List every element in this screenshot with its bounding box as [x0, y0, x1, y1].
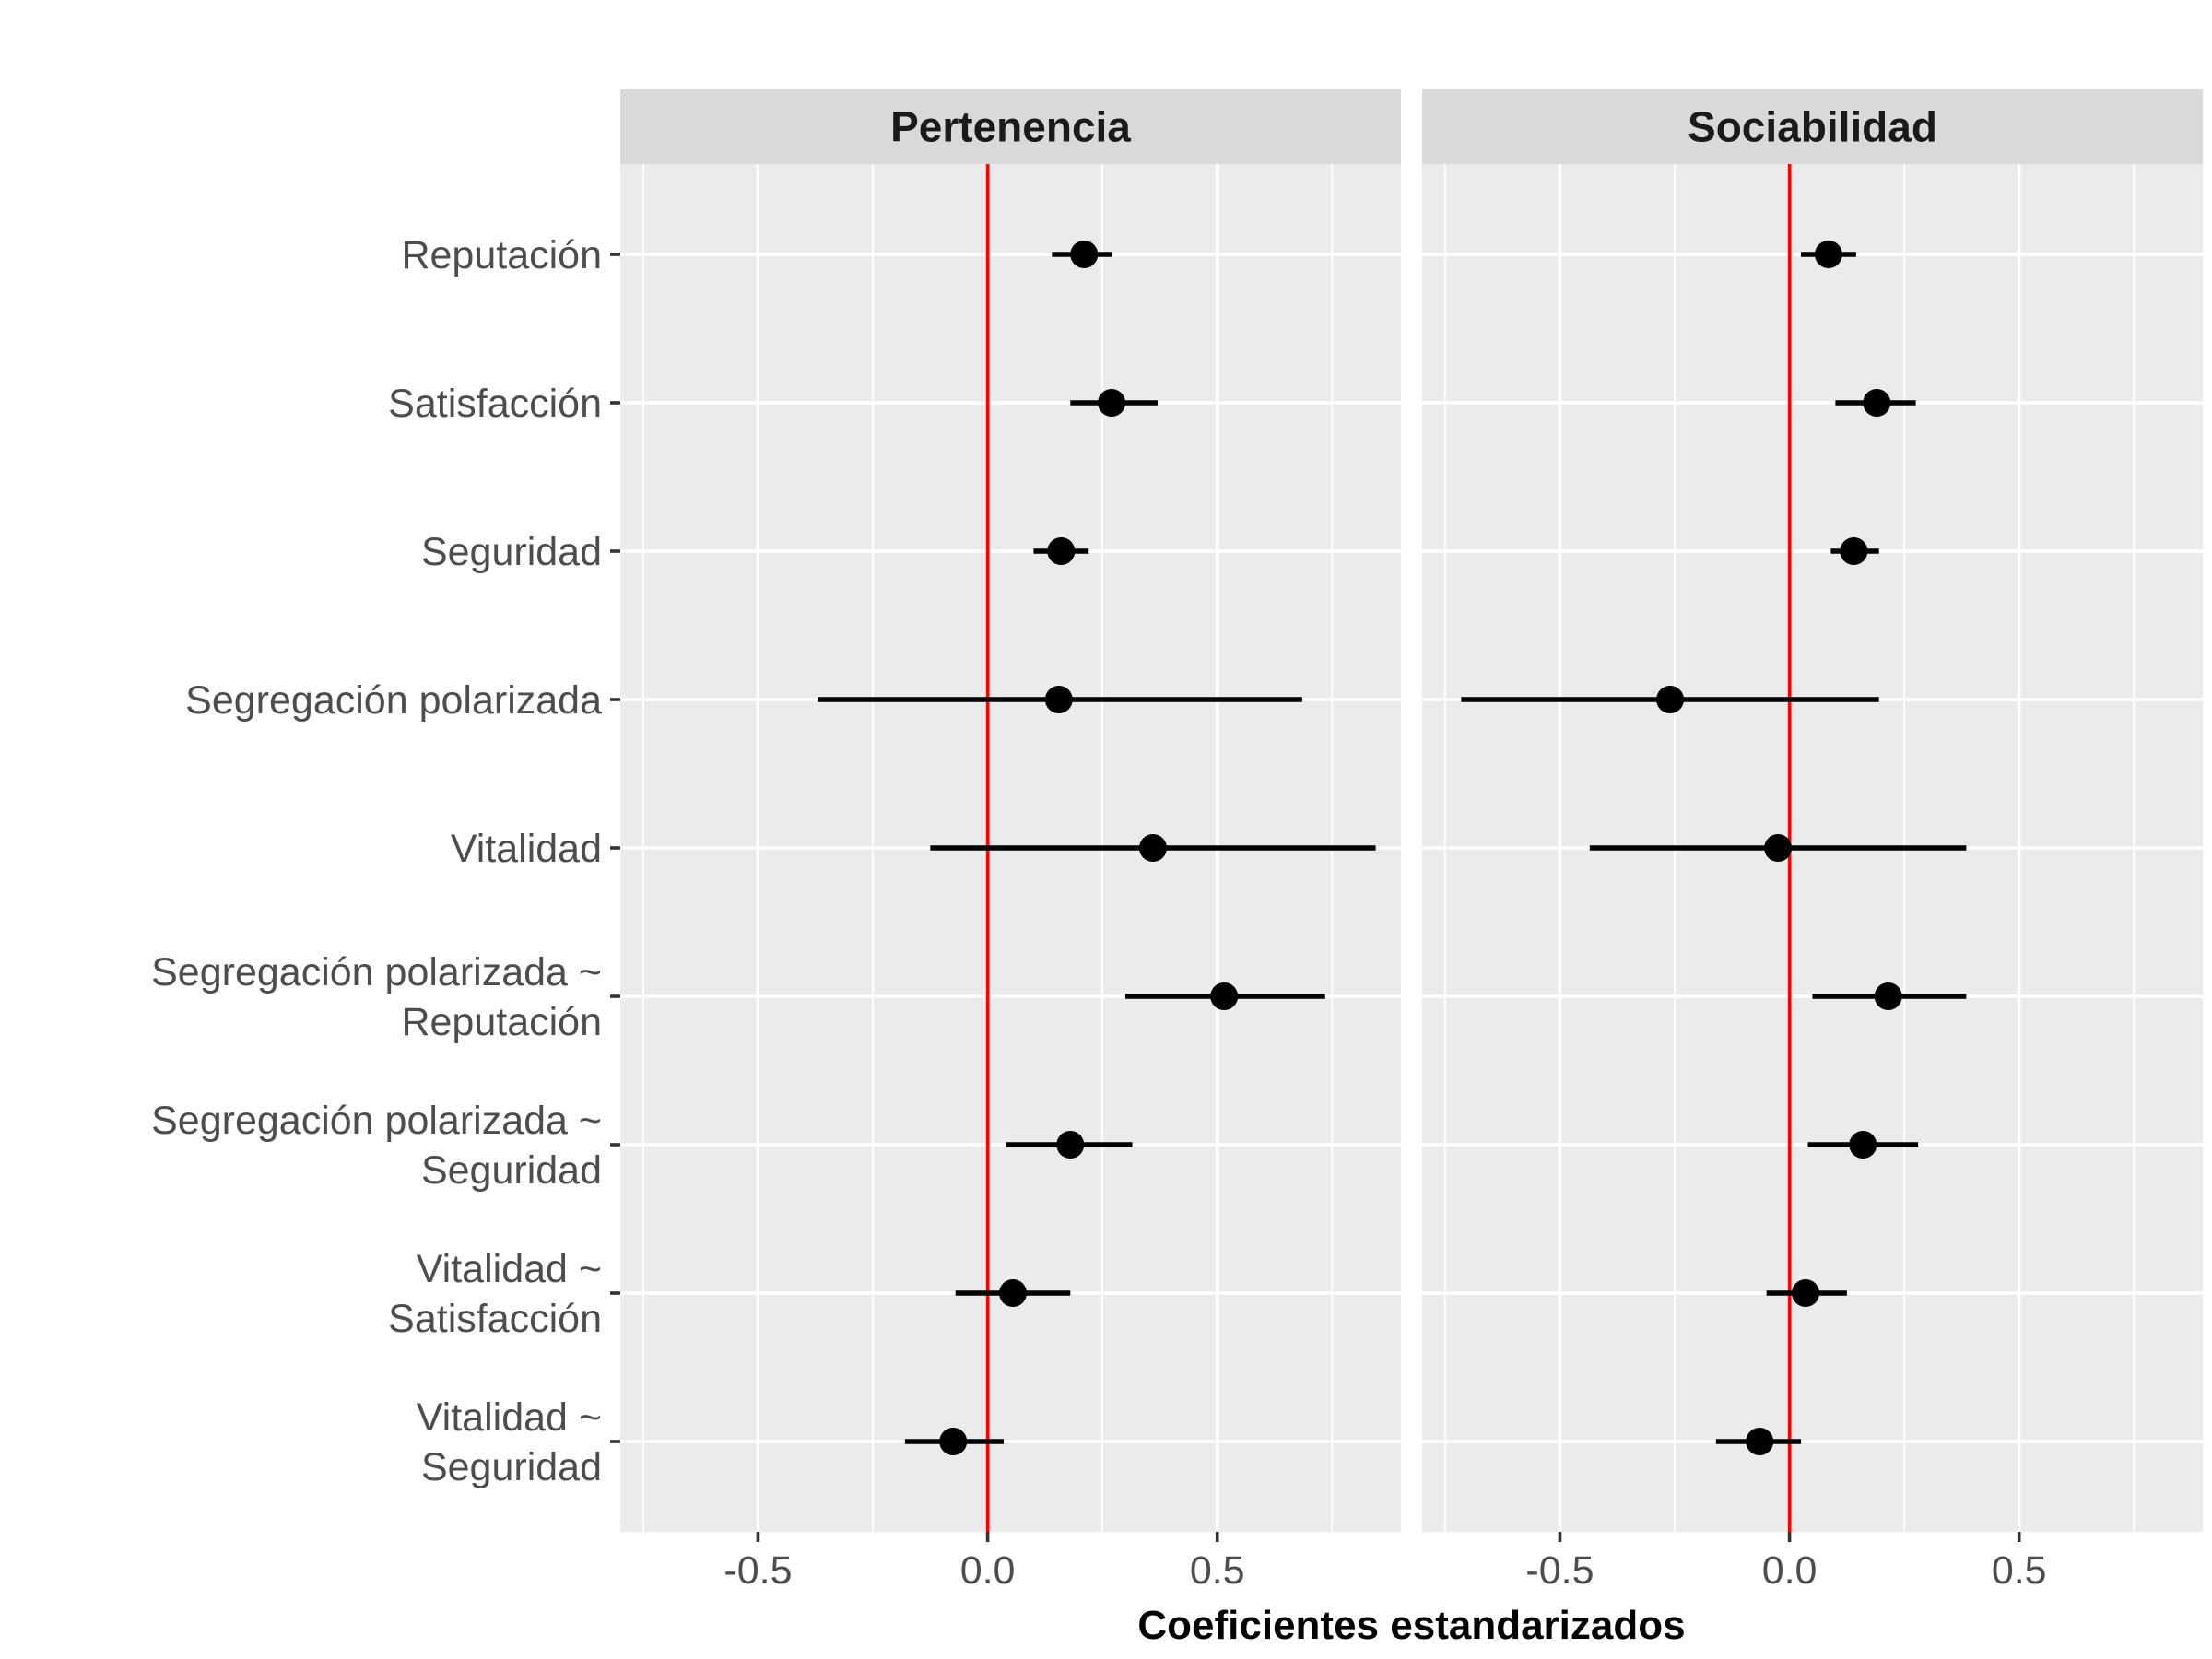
x-axis-title: Coeficientes estandarizados: [1137, 1603, 1685, 1648]
x-tick-label: 0.5: [1992, 1548, 2047, 1593]
estimate-point: [1849, 1131, 1877, 1159]
strip-background: [620, 89, 1401, 164]
x-tick-label: -0.5: [1525, 1548, 1594, 1593]
estimate-point: [1792, 1279, 1820, 1307]
estimate-point: [1138, 834, 1167, 862]
x-tick-label: -0.5: [724, 1548, 792, 1593]
y-tick-label-line: Vitalidad ~: [417, 1247, 602, 1291]
y-tick-label-line: Seguridad: [421, 530, 602, 574]
y-tick-label: Segregación polarizada: [185, 678, 602, 723]
y-axis-labels: ReputaciónSatisfacciónSeguridadSegregaci…: [151, 233, 620, 1489]
y-tick-label-line: Segregación polarizada: [185, 678, 602, 723]
estimate-point: [1840, 537, 1868, 565]
estimate-point: [1656, 686, 1685, 713]
panel-sociabilidad: Sociabilidad -0.5 0.0 0.5: [1422, 89, 2203, 1593]
x-tick-label: 0.5: [1190, 1548, 1245, 1593]
y-tick-label: Seguridad: [421, 530, 602, 574]
estimate-point: [1746, 1428, 1774, 1455]
y-tick-label: Vitalidad: [451, 827, 602, 871]
y-tick-label-line: Segregación polarizada ~: [151, 950, 602, 994]
strip-title: Sociabilidad: [1688, 103, 1937, 151]
y-tick-label: Satisfacción: [388, 382, 602, 426]
y-tick-label-line: Seguridad: [421, 1148, 602, 1193]
estimate-point: [1874, 982, 1902, 1010]
estimate-point: [998, 1279, 1027, 1307]
strip-title: Pertenencia: [890, 103, 1131, 151]
panel-pertenencia: Pertenencia -0.5 0.0 0.5: [620, 89, 1401, 1593]
y-tick-label-line: Satisfacción: [388, 1297, 602, 1341]
y-tick-label: Segregación polarizada ~ Reputación: [151, 950, 602, 1044]
y-tick-label-line: Vitalidad ~: [417, 1395, 602, 1440]
y-tick-label: Reputación: [401, 233, 602, 277]
y-tick-label-line: Vitalidad: [451, 827, 602, 871]
estimate-point: [1044, 686, 1073, 713]
x-tick-label: 0.0: [960, 1548, 1016, 1593]
y-tick-label-line: Reputación: [401, 1000, 602, 1044]
y-tick-label-line: Seguridad: [421, 1445, 602, 1489]
estimate-point: [939, 1428, 968, 1455]
estimate-point: [1764, 834, 1793, 862]
estimate-point: [1098, 389, 1126, 417]
estimate-point: [1814, 241, 1842, 268]
facet-panels: Pertenencia -0.5 0.0 0.5 Sociabilidad -0.5 0.0…: [620, 89, 2203, 1593]
y-tick-label: Vitalidad ~ Satisfacción: [388, 1247, 602, 1341]
x-tick-label: 0.0: [1762, 1548, 1818, 1593]
y-tick-label-line: Reputación: [401, 233, 602, 277]
estimate-point: [1863, 389, 1891, 417]
y-tick-label: Vitalidad ~ Seguridad: [417, 1395, 602, 1489]
strip-background: [1422, 89, 2203, 164]
y-tick-label: Segregación polarizada ~ Seguridad: [151, 1099, 602, 1193]
y-tick-label-line: Segregación polarizada ~: [151, 1099, 602, 1143]
y-tick-label-line: Satisfacción: [388, 382, 602, 426]
estimate-point: [1056, 1131, 1085, 1159]
estimate-point: [1047, 537, 1076, 565]
estimate-point: [1210, 982, 1239, 1010]
estimate-point: [1070, 241, 1099, 268]
